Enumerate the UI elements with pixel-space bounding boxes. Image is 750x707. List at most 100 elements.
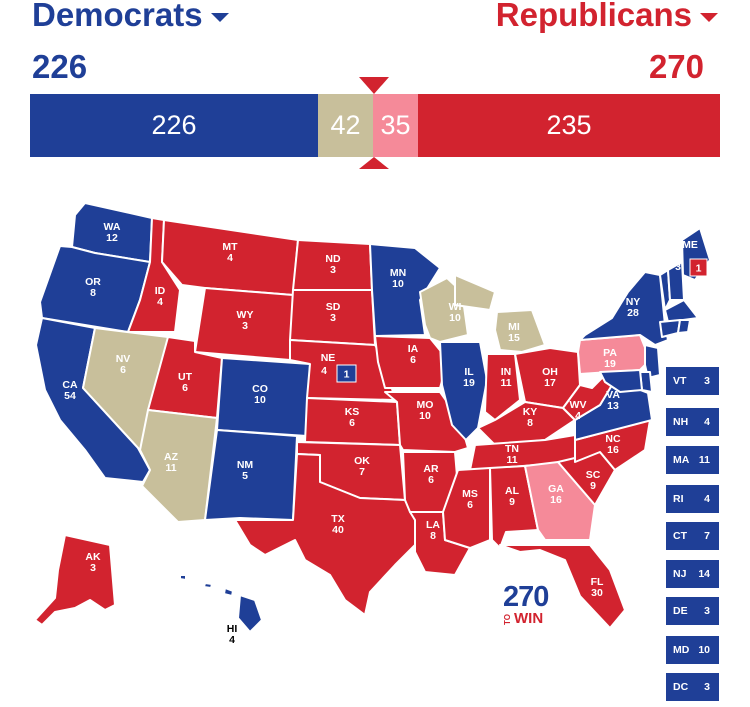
small-state-dc[interactable]: DC 3	[666, 673, 719, 701]
state-nm[interactable]	[204, 429, 298, 521]
state-in[interactable]	[484, 353, 521, 421]
state-label-ak-abbr: AK	[85, 551, 101, 563]
small-state-nj[interactable]: NJ 14	[666, 560, 719, 588]
bar-rep-label: 235	[546, 110, 592, 140]
ma-shape[interactable]	[664, 299, 699, 323]
bar-tossup-label: 42	[330, 110, 361, 140]
state-label-ca-ev: 54	[64, 390, 76, 402]
md-shape[interactable]	[599, 369, 643, 393]
district-ne2[interactable]	[336, 364, 357, 383]
small-state-abbr: VT	[673, 375, 687, 387]
state-label-ms-ev: 6	[467, 499, 473, 511]
state-label-ga-abbr: GA	[548, 483, 564, 495]
nj-shape[interactable]	[644, 344, 661, 379]
state-label-ny-ev: 28	[627, 307, 639, 319]
small-state-ev: 14	[698, 568, 710, 580]
state-hi[interactable]	[179, 574, 263, 633]
small-state-ev: 7	[704, 530, 710, 542]
electoral-vote-bar: 226 42 35 235	[30, 94, 720, 157]
district-me2-ev: 1	[696, 263, 702, 275]
state-label-nd-ev: 3	[330, 264, 336, 276]
small-state-abbr: DE	[673, 605, 688, 617]
state-label-nc-ev: 16	[607, 444, 619, 456]
republicans-total: 270	[648, 48, 704, 85]
state-label-fl-abbr: FL	[591, 576, 604, 588]
270-marker-top-icon	[359, 77, 389, 94]
bar-lean-rep-label: 35	[380, 110, 411, 140]
state-il[interactable]	[439, 341, 488, 441]
state-label-mn-ev: 10	[392, 278, 404, 290]
small-state-md[interactable]: MD 10	[666, 636, 719, 664]
small-state-ev: 3	[704, 375, 710, 387]
small-state-nh[interactable]: NH 4	[666, 408, 719, 436]
republicans-dropdown[interactable]: Republicans	[496, 0, 718, 34]
state-fl[interactable]	[499, 544, 626, 629]
bar-segment-rep: 235	[418, 94, 720, 157]
state-label-nc-abbr: NC	[605, 433, 621, 445]
district-me2[interactable]	[689, 258, 708, 277]
state-label-id-abbr: ID	[155, 285, 166, 297]
state-label-ne-abbr: NE	[321, 352, 336, 364]
state-az[interactable]	[139, 409, 218, 523]
state-ny[interactable]	[579, 271, 669, 346]
state-label-ks-ev: 6	[349, 417, 355, 429]
small-state-ev: 4	[704, 416, 710, 428]
state-label-ak-ev: 3	[90, 562, 96, 574]
small-state-ev: 3	[704, 681, 710, 693]
state-label-fl-ev: 30	[591, 587, 603, 599]
small-state-abbr: MD	[673, 644, 690, 656]
state-label-hi-ev: 4	[229, 634, 235, 646]
state-label-co-abbr: CO	[252, 383, 268, 395]
state-label-ky-ev: 8	[527, 417, 533, 429]
state-label-pa-ev: 19	[604, 358, 616, 370]
small-state-ma[interactable]: MA 11	[666, 446, 719, 474]
state-label-ne-ev: 4	[321, 365, 327, 377]
bar-dem-label: 226	[151, 110, 197, 140]
state-label-me-abbr: ME	[682, 239, 698, 251]
small-state-abbr: DC	[673, 681, 689, 693]
small-state-abbr: RI	[673, 493, 684, 505]
small-state-ct[interactable]: CT 7	[666, 522, 719, 550]
state-label-ks-abbr: KS	[345, 406, 360, 418]
state-label-sd-ev: 3	[330, 312, 336, 324]
state-label-az-ev: 11	[165, 462, 176, 474]
state-label-ar-abbr: AR	[423, 463, 439, 475]
bar-segment-tossup: 42	[318, 94, 373, 157]
state-label-me-ev: 3	[675, 261, 681, 273]
ct-shape[interactable]	[659, 319, 681, 338]
small-state-de[interactable]: DE 3	[666, 597, 719, 625]
state-label-ar-ev: 6	[428, 474, 434, 486]
state-label-sc-abbr: SC	[586, 469, 601, 481]
state-tx[interactable]	[234, 453, 416, 616]
state-label-ms-abbr: MS	[462, 488, 478, 500]
small-state-vt[interactable]: VT 3	[666, 367, 719, 395]
state-label-mi-ev: 15	[508, 332, 520, 344]
small-state-ev: 3	[704, 605, 710, 617]
state-label-wy-abbr: WY	[237, 309, 254, 321]
state-label-mo-abbr: MO	[417, 399, 434, 411]
state-ak[interactable]	[34, 534, 116, 626]
democrats-title: Democrats	[32, 0, 203, 33]
state-label-ok-abbr: OK	[354, 455, 370, 467]
state-label-tx-ev: 40	[332, 524, 344, 536]
democrats-total: 226	[32, 48, 88, 85]
logo-number: 270	[503, 581, 549, 613]
small-state-ev: 4	[704, 493, 710, 505]
small-state-ri[interactable]: RI 4	[666, 485, 719, 513]
small-state-abbr: NH	[673, 416, 689, 428]
state-mi[interactable]	[454, 274, 546, 353]
state-label-al-abbr: AL	[505, 485, 520, 497]
state-label-or-ev: 8	[90, 287, 96, 299]
ri-shape[interactable]	[677, 319, 691, 334]
democrats-dropdown[interactable]: Democrats	[32, 0, 229, 34]
state-label-nm-abbr: NM	[237, 459, 254, 471]
logo-win: WIN	[514, 610, 544, 627]
state-label-ky-abbr: KY	[523, 406, 538, 418]
state-label-wi-ev: 10	[449, 312, 461, 324]
state-label-ut-ev: 6	[182, 382, 188, 394]
state-label-sd-abbr: SD	[326, 301, 341, 313]
state-label-sc-ev: 9	[590, 480, 596, 492]
bar-segment-lean-rep: 35	[373, 94, 418, 157]
state-mn[interactable]	[369, 243, 441, 337]
